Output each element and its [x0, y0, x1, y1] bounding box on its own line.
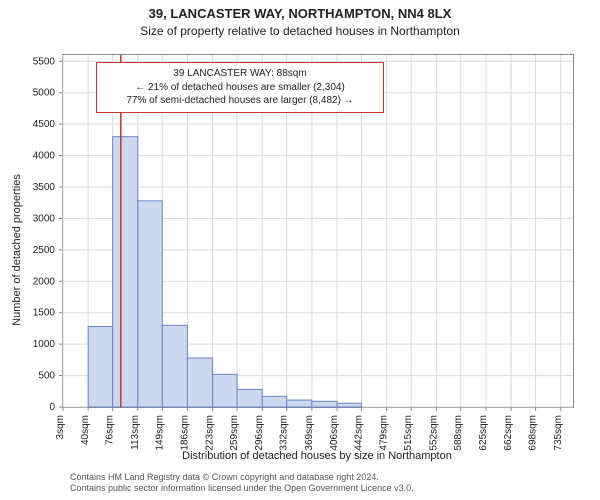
svg-text:2000: 2000: [33, 276, 56, 287]
svg-text:3000: 3000: [33, 213, 56, 224]
svg-text:223sqm: 223sqm: [205, 415, 216, 451]
annotation-line-1: 39 LANCASTER WAY: 88sqm: [105, 67, 375, 81]
chart-container: 39, LANCASTER WAY, NORTHAMPTON, NN4 8LX …: [0, 0, 600, 500]
svg-text:40sqm: 40sqm: [80, 415, 91, 445]
svg-text:3500: 3500: [33, 182, 56, 193]
svg-text:113sqm: 113sqm: [130, 415, 141, 450]
svg-text:1000: 1000: [33, 339, 56, 350]
x-axis-label: Distribution of detached houses by size …: [62, 450, 572, 462]
svg-text:1500: 1500: [33, 308, 56, 319]
annotation-line-3: 77% of semi-detached houses are larger (…: [105, 94, 375, 108]
svg-text:76sqm: 76sqm: [105, 415, 116, 445]
svg-text:296sqm: 296sqm: [254, 415, 265, 451]
svg-text:369sqm: 369sqm: [304, 415, 315, 451]
svg-text:625sqm: 625sqm: [478, 415, 489, 451]
svg-text:552sqm: 552sqm: [428, 415, 439, 451]
footer: Contains HM Land Registry data © Crown c…: [70, 472, 590, 495]
y-axis-label-text: Number of detached properties: [11, 174, 23, 326]
svg-text:5000: 5000: [33, 88, 56, 99]
chart-title-2: Size of property relative to detached ho…: [0, 24, 600, 38]
svg-text:735sqm: 735sqm: [553, 415, 564, 451]
y-axis-label: Number of detached properties: [8, 0, 26, 500]
svg-text:698sqm: 698sqm: [528, 415, 539, 451]
svg-text:2500: 2500: [33, 245, 56, 256]
svg-text:662sqm: 662sqm: [503, 415, 514, 451]
svg-text:588sqm: 588sqm: [453, 415, 464, 451]
footer-line-2: Contains public sector information licen…: [70, 483, 590, 494]
annotation-line-2: ← 21% of detached houses are smaller (2,…: [105, 81, 375, 95]
svg-text:149sqm: 149sqm: [154, 415, 165, 451]
footer-line-1: Contains HM Land Registry data © Crown c…: [70, 472, 590, 483]
svg-text:0: 0: [49, 402, 55, 413]
svg-text:4500: 4500: [33, 119, 56, 130]
svg-text:5500: 5500: [33, 56, 56, 67]
svg-text:479sqm: 479sqm: [379, 415, 390, 451]
chart-title-1: 39, LANCASTER WAY, NORTHAMPTON, NN4 8LX: [0, 6, 600, 21]
svg-text:442sqm: 442sqm: [354, 415, 365, 451]
svg-text:515sqm: 515sqm: [403, 415, 414, 451]
svg-text:500: 500: [38, 371, 55, 382]
svg-text:332sqm: 332sqm: [279, 415, 290, 451]
svg-text:259sqm: 259sqm: [229, 415, 240, 451]
annotation-box: 39 LANCASTER WAY: 88sqm ← 21% of detache…: [96, 62, 384, 113]
svg-text:4000: 4000: [33, 151, 56, 162]
svg-text:406sqm: 406sqm: [329, 415, 340, 451]
svg-text:186sqm: 186sqm: [179, 415, 190, 451]
svg-text:3sqm: 3sqm: [55, 415, 66, 439]
